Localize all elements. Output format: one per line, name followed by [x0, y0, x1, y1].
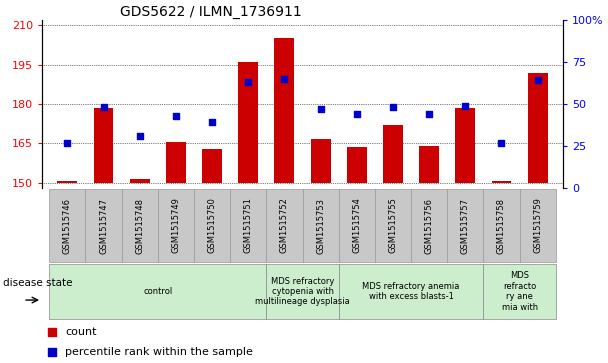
FancyBboxPatch shape — [266, 189, 303, 262]
Bar — [347, 147, 367, 183]
FancyBboxPatch shape — [520, 189, 556, 262]
Text: GSM1515752: GSM1515752 — [280, 197, 289, 253]
Bar — [130, 179, 150, 183]
Point — [280, 76, 289, 82]
Text: GSM1515758: GSM1515758 — [497, 197, 506, 253]
Point — [316, 106, 325, 112]
Text: GSM1515759: GSM1515759 — [533, 197, 542, 253]
Bar — [202, 148, 222, 183]
Point — [388, 105, 398, 110]
Text: disease state: disease state — [3, 278, 72, 288]
Bar — [419, 146, 439, 183]
Text: MDS refractory
cytopenia with
multilineage dysplasia: MDS refractory cytopenia with multilinea… — [255, 277, 350, 306]
Text: GSM1515754: GSM1515754 — [352, 197, 361, 253]
Text: MDS
refracto
ry ane
mia with: MDS refracto ry ane mia with — [502, 272, 537, 311]
Point — [135, 133, 145, 139]
Bar — [383, 125, 403, 183]
Point — [352, 111, 362, 117]
Point — [424, 111, 434, 117]
Text: count: count — [66, 327, 97, 337]
Text: MDS refractory anemia
with excess blasts-1: MDS refractory anemia with excess blasts… — [362, 282, 460, 301]
Text: GSM1515756: GSM1515756 — [424, 197, 434, 253]
FancyBboxPatch shape — [49, 264, 266, 319]
Bar — [455, 108, 475, 183]
Bar — [491, 182, 511, 183]
FancyBboxPatch shape — [85, 189, 122, 262]
Bar — [166, 142, 186, 183]
Text: GSM1515748: GSM1515748 — [135, 197, 144, 253]
Text: GSM1515746: GSM1515746 — [63, 197, 72, 253]
FancyBboxPatch shape — [122, 189, 158, 262]
Text: percentile rank within the sample: percentile rank within the sample — [66, 347, 254, 357]
Point — [47, 349, 57, 355]
Bar — [57, 182, 77, 183]
FancyBboxPatch shape — [411, 189, 447, 262]
Point — [497, 140, 506, 146]
Text: control: control — [143, 287, 173, 296]
FancyBboxPatch shape — [230, 189, 266, 262]
Text: GSM1515757: GSM1515757 — [461, 197, 470, 253]
Bar — [528, 73, 548, 183]
Point — [243, 79, 253, 85]
Point — [98, 105, 108, 110]
Bar — [94, 108, 114, 183]
FancyBboxPatch shape — [194, 189, 230, 262]
Text: GSM1515755: GSM1515755 — [389, 197, 398, 253]
Text: GSM1515750: GSM1515750 — [207, 197, 216, 253]
Point — [460, 103, 470, 109]
Bar — [274, 38, 294, 183]
Bar — [238, 62, 258, 183]
FancyBboxPatch shape — [339, 189, 375, 262]
Point — [171, 113, 181, 119]
FancyBboxPatch shape — [339, 264, 483, 319]
Text: GSM1515749: GSM1515749 — [171, 197, 181, 253]
FancyBboxPatch shape — [266, 264, 339, 319]
FancyBboxPatch shape — [158, 189, 194, 262]
Bar — [311, 139, 331, 183]
FancyBboxPatch shape — [483, 189, 520, 262]
FancyBboxPatch shape — [447, 189, 483, 262]
FancyBboxPatch shape — [483, 264, 556, 319]
Text: GSM1515747: GSM1515747 — [99, 197, 108, 253]
FancyBboxPatch shape — [303, 189, 339, 262]
Text: GDS5622 / ILMN_1736911: GDS5622 / ILMN_1736911 — [120, 5, 302, 19]
FancyBboxPatch shape — [375, 189, 411, 262]
FancyBboxPatch shape — [49, 189, 85, 262]
Point — [533, 78, 542, 83]
Point — [47, 329, 57, 335]
Text: GSM1515751: GSM1515751 — [244, 197, 253, 253]
Point — [63, 140, 72, 146]
Text: GSM1515753: GSM1515753 — [316, 197, 325, 253]
Point — [207, 119, 217, 125]
